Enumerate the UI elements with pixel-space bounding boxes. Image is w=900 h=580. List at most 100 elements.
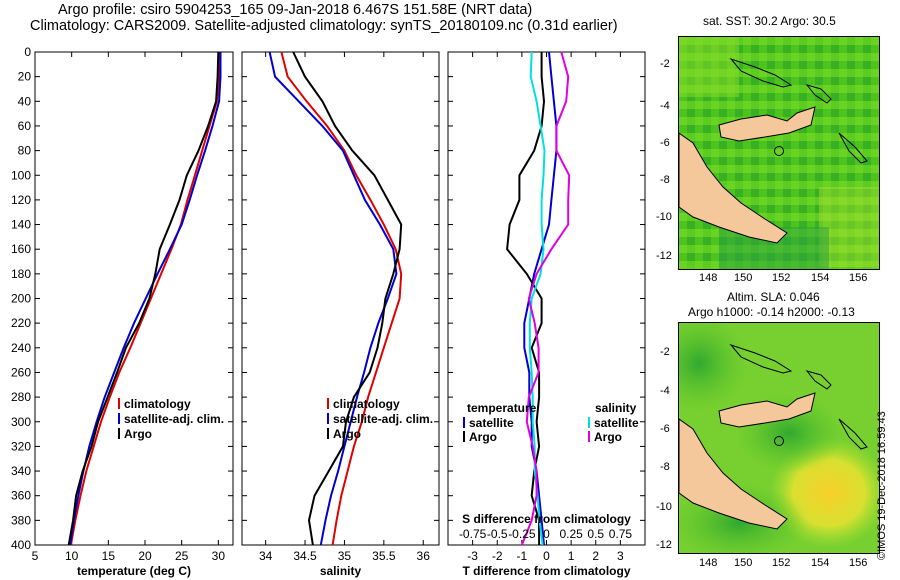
y-tick-label: 340 [11, 464, 31, 478]
legend-label: satellite [594, 416, 639, 430]
copyright-stamp: ©IMOS 19-Dec-2018 16:59:43 [876, 411, 888, 560]
x-tick-label: 36 [417, 549, 431, 563]
legend-label: climatology [333, 397, 400, 411]
top-x-tick-label: 0.75 [609, 527, 633, 541]
temperature-panel: 0 20 40 60 80 100 120 140 160 180 200 220 240 260 280 3… [11, 45, 234, 578]
sla-ytick: -4 [660, 385, 670, 397]
y-tick-label: 120 [11, 193, 31, 207]
sla-xtick: 148 [699, 557, 718, 569]
figure-title-line2: Climatology: CARS2009. Satellite-adjuste… [30, 18, 618, 34]
x-tick-label: 1 [568, 549, 575, 563]
y-tick-label: 260 [11, 365, 31, 379]
plot-frame [241, 51, 440, 546]
x-tick-label: 34.5 [293, 549, 317, 563]
y-tick-label: 280 [11, 390, 31, 404]
x-tick-label: 34 [259, 549, 273, 563]
x-tick-label: 25 [175, 549, 189, 563]
sla-map-title-line1: Altim. SLA: 0.046 [727, 290, 820, 304]
figure-title-line1: Argo profile: csiro 5904253_165 09-Jan-2… [58, 2, 533, 18]
legend-label: Argo [594, 430, 622, 444]
sla-ytick: -10 [656, 501, 672, 513]
y-tick-label: 360 [11, 489, 31, 503]
x-tick-label: 5 [32, 549, 39, 563]
x-axis-label: salinity [320, 564, 362, 578]
y-tick-label: 240 [11, 341, 31, 355]
x-tick-label: 15 [102, 549, 116, 563]
top-x-tick-label: -0.5 [487, 527, 508, 541]
y-tick-label: 140 [11, 218, 31, 232]
sst-map [678, 36, 880, 270]
sla-map-title-line2: Argo h1000: -0.14 h2000: -0.13 [688, 305, 855, 319]
sst-ytick: -4 [660, 100, 670, 112]
land-new-guinea [679, 132, 788, 244]
x-axis-label: T difference from climatology [462, 564, 630, 578]
series-line-satellite-adj-clim- [268, 51, 398, 546]
sst-xtick: 148 [699, 272, 718, 284]
top-x-tick-label: 0 [543, 527, 550, 541]
top-x-tick-label: 0.5 [587, 527, 604, 541]
sst-ytick: -12 [656, 250, 672, 262]
sst-map-title: sat. SST: 30.2 Argo: 30.5 [703, 14, 836, 28]
sst-ytick: -8 [660, 174, 670, 186]
x-tick-label: 2 [592, 549, 599, 563]
x-tick-label: -1 [517, 549, 528, 563]
y-tick-label: 20 [18, 70, 32, 84]
y-tick-label: 80 [18, 144, 32, 158]
land-new-guinea [679, 418, 788, 530]
sst-xtick: 150 [734, 272, 753, 284]
series-line-satellite-adj-clim- [69, 52, 222, 546]
y-tick-label: 300 [11, 415, 31, 429]
legend-label: Argo [469, 430, 497, 444]
land-new-britain [718, 106, 816, 142]
series-line-climatology [280, 51, 403, 546]
series-line-argo [67, 51, 220, 546]
y-tick-label: 380 [11, 513, 31, 527]
y-tick-label: 60 [18, 119, 32, 133]
x-tick-label: 3 [617, 549, 624, 563]
land-new-britain [718, 392, 816, 428]
legend-label: satellite-adj. clim. [333, 412, 433, 426]
x-tick-label: 0 [543, 549, 550, 563]
plot-frame [34, 51, 234, 546]
series-line-salinity-argo [520, 51, 571, 546]
difference-panel: -3 -2 -1 0 1 2 3T difference from climatology t… [447, 51, 646, 578]
x-tick-label: 30 [212, 549, 226, 563]
argo-float-marker [774, 436, 784, 446]
sst-ytick: -6 [660, 137, 670, 149]
sla-xtick: 156 [849, 557, 868, 569]
sst-map-image [679, 37, 879, 269]
legend-label: climatology [124, 397, 191, 411]
land-new-ireland [729, 57, 793, 88]
legend-label: Argo [124, 427, 152, 441]
series-line-argo [292, 51, 403, 546]
sla-ytick: -12 [656, 539, 672, 551]
top-x-axis-label: S difference from climatology [462, 512, 631, 526]
y-tick-label: 100 [11, 168, 31, 182]
y-tick-label: 320 [11, 439, 31, 453]
series-line-temperature-argo [506, 52, 546, 545]
x-tick-label: 10 [65, 549, 79, 563]
sla-map [678, 322, 880, 554]
series-line-climatology [69, 51, 221, 546]
sla-map-image [679, 323, 879, 553]
x-tick-label: 20 [138, 549, 152, 563]
y-tick-label: 40 [18, 94, 32, 108]
x-tick-label: -2 [492, 549, 503, 563]
x-tick-label: 35.5 [372, 549, 396, 563]
sla-ytick: -8 [660, 461, 670, 473]
sla-xtick: 152 [772, 557, 791, 569]
x-axis-label: temperature (deg C) [77, 564, 191, 578]
top-x-tick-label: -0.25 [508, 527, 536, 541]
legend-label: Argo [333, 427, 361, 441]
legend-label: satellite-adj. clim. [124, 412, 224, 426]
salinity-panel: 34 34.5 35 35.5 36 salinity climatologysatelli… [241, 51, 440, 578]
top-x-tick-label: 0.25 [559, 527, 583, 541]
sla-ytick: -6 [660, 423, 670, 435]
sla-xtick: 154 [811, 557, 830, 569]
y-tick-label: 200 [11, 292, 31, 306]
y-tick-label: 0 [24, 45, 31, 59]
legend-label: satellite [469, 416, 514, 430]
y-tick-label: 400 [11, 538, 31, 552]
argo-float-marker [774, 146, 784, 156]
y-tick-label: 220 [11, 316, 31, 330]
